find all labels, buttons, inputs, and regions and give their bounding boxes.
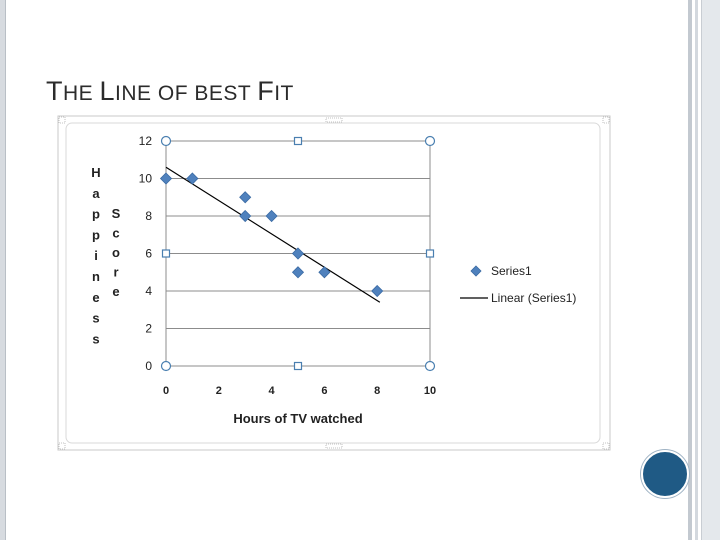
data-point xyxy=(239,191,252,204)
x-axis-label: Hours of TV watched xyxy=(233,411,362,426)
chart-corner-handle xyxy=(602,442,610,450)
legend: Series1 Linear (Series1) xyxy=(460,264,576,305)
left-frame-border xyxy=(0,0,6,540)
y-tick-label: 8 xyxy=(145,209,152,223)
y-tick-label: 12 xyxy=(139,134,153,148)
data-point xyxy=(159,172,173,185)
y-label-char: H xyxy=(91,165,100,180)
chart-edge-handle xyxy=(325,443,343,449)
y-label-char: i xyxy=(94,248,98,263)
corner-handle xyxy=(160,360,172,372)
chart-resize-handles xyxy=(58,116,610,450)
data-point xyxy=(239,209,252,223)
y-label-char: n xyxy=(92,269,100,284)
x-tick-label: 4 xyxy=(269,385,276,397)
chart-area xyxy=(65,122,601,444)
y-tick-label: 0 xyxy=(145,359,152,373)
y-tick-label: 2 xyxy=(145,322,152,336)
edge-handle xyxy=(425,249,435,258)
decorative-circle xyxy=(641,450,689,498)
y-label-char: r xyxy=(113,265,118,280)
x-tick-label: 6 xyxy=(321,385,327,397)
y-label-char: s xyxy=(92,311,99,326)
y-label-char: e xyxy=(112,284,119,299)
plot-selection-handles xyxy=(160,135,436,372)
tick-labels: 0 2 4 6 8 10 12 0 2 4 6 8 10 xyxy=(139,134,436,397)
x-tick-label: 0 xyxy=(163,385,169,397)
corner-handle xyxy=(424,360,436,372)
slide-title: THE LINE OF BEST FIT xyxy=(46,76,294,106)
edge-handle xyxy=(293,136,303,146)
edge-handle xyxy=(293,361,303,371)
legend-marker-series1 xyxy=(470,265,482,277)
trendline xyxy=(165,166,381,303)
y-label-char: S xyxy=(112,206,121,221)
right-frame-stripe xyxy=(695,0,698,540)
data-point xyxy=(186,172,199,185)
chart-corner-handle xyxy=(58,442,66,450)
y-label-char: p xyxy=(92,227,100,242)
data-points xyxy=(159,172,384,298)
edge-handle xyxy=(161,249,171,258)
chart-edge-handle xyxy=(325,117,343,123)
data-point xyxy=(291,266,305,279)
data-point xyxy=(265,209,278,223)
y-tick-label: 4 xyxy=(145,284,152,298)
y-tick-label: 10 xyxy=(139,172,153,186)
legend-label-trendline: Linear (Series1) xyxy=(491,291,576,305)
y-tick-label: 6 xyxy=(145,247,152,261)
right-frame-stripe xyxy=(701,0,720,540)
y-label-char: p xyxy=(92,207,100,222)
trendline-layer xyxy=(165,166,381,303)
chart-corner-handle xyxy=(58,116,66,124)
corner-handle xyxy=(424,135,436,147)
y-label-char: c xyxy=(112,226,119,241)
y-label-char: s xyxy=(92,331,99,346)
y-label-char: e xyxy=(92,290,99,305)
data-point xyxy=(291,247,305,260)
legend-label-series1: Series1 xyxy=(491,264,532,278)
chart-corner-handle xyxy=(602,116,610,124)
y-label-char: a xyxy=(92,186,100,201)
x-tick-label: 2 xyxy=(216,385,222,397)
data-point xyxy=(318,266,331,279)
corner-handle xyxy=(160,135,172,147)
x-tick-label: 10 xyxy=(424,385,436,397)
y-label-char: o xyxy=(112,245,120,260)
data-point xyxy=(371,284,384,298)
x-tick-label: 8 xyxy=(374,385,380,397)
right-frame-stripe xyxy=(688,0,692,540)
